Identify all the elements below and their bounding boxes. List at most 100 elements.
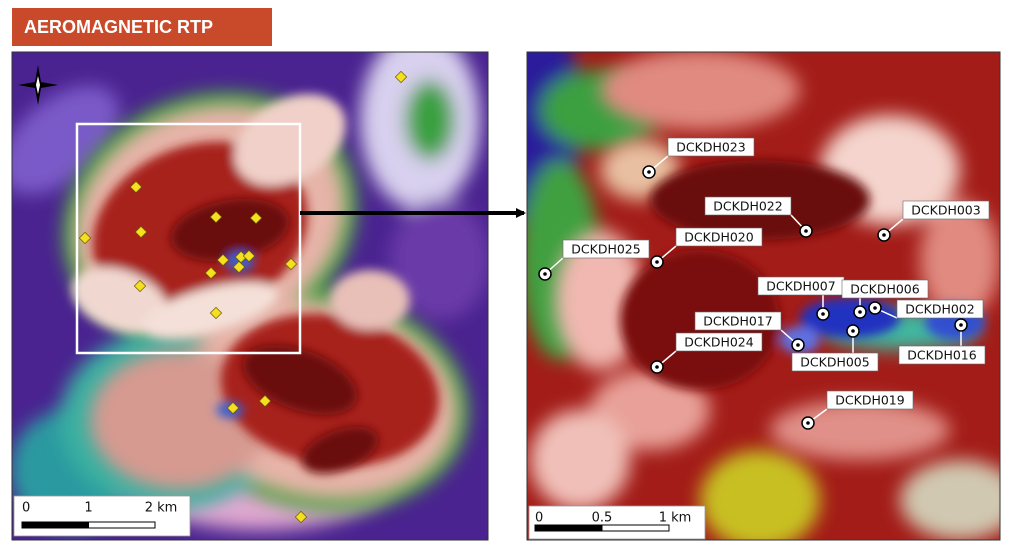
collar-dot <box>655 260 659 264</box>
drill-hole: DCKDH019 <box>801 390 914 430</box>
scale-label: 1 <box>84 501 92 516</box>
drill-hole-label: DCKDH017 <box>703 314 772 329</box>
collar-dot <box>806 421 810 425</box>
collar-dot <box>821 312 825 316</box>
imagery-blob <box>330 270 410 330</box>
title: AEROMAGNETIC RTP <box>24 17 213 37</box>
collar-dot <box>655 365 659 369</box>
drill-hole: DCKDH006 <box>841 279 929 319</box>
drill-hole: DCKDH016 <box>898 318 986 365</box>
sample-point <box>234 250 248 264</box>
imagery-blob <box>900 460 1000 540</box>
north-arrow <box>18 65 58 105</box>
imagery-blob <box>301 426 379 474</box>
sample-point <box>204 266 218 280</box>
sample-point <box>209 306 223 320</box>
drill-hole-label: DCKDH003 <box>911 203 980 218</box>
collar-dot <box>858 310 862 314</box>
zoom-box <box>75 122 302 355</box>
sample-point <box>394 70 408 84</box>
drill-hole: DCKDH007 <box>757 276 845 321</box>
drill-hole-label: DCKDH020 <box>684 230 753 245</box>
imagery-blob <box>234 94 346 186</box>
drill-hole: DCKDH005 <box>791 324 879 372</box>
drill-hole-label: DCKDH023 <box>676 140 745 155</box>
scale-segment <box>534 524 603 532</box>
left-map <box>12 52 488 540</box>
imagery-blob <box>12 85 120 195</box>
label-box <box>562 239 650 259</box>
collar-dot <box>543 272 547 276</box>
collar-dot <box>959 323 963 327</box>
scale-bar: 0 0.5 1 km <box>528 505 706 540</box>
label-box <box>675 332 763 352</box>
scale-label: 2 km <box>145 501 178 516</box>
scale-label: 1 km <box>659 511 692 526</box>
scale-label: 0.5 <box>592 511 613 526</box>
imagery-blob <box>700 450 820 540</box>
drill-hole-label: DCKDH002 <box>905 302 974 317</box>
label-box <box>898 345 986 365</box>
drill-hole: DCKDH017 <box>694 311 805 352</box>
collar-dot <box>796 343 800 347</box>
collar-dot <box>804 229 808 233</box>
collar-dot <box>851 329 855 333</box>
imagery-blob <box>530 410 630 510</box>
drill-hole-label: DCKDH016 <box>907 348 976 363</box>
map-frame <box>11 51 489 541</box>
sample-point <box>134 225 148 239</box>
title-banner <box>12 8 272 46</box>
sample-point <box>78 231 92 245</box>
drill-hole: DCKDH022 <box>704 196 813 238</box>
drill-hole: DCKDH025 <box>538 239 650 281</box>
scale-segment <box>21 521 89 529</box>
imagery-blob <box>600 52 800 130</box>
scale-segment <box>88 521 156 529</box>
drill-hole: DCKDH024 <box>650 332 763 374</box>
sample-point <box>129 180 143 194</box>
label-box <box>667 137 755 157</box>
map-frame <box>526 51 1001 541</box>
label-box <box>896 299 984 319</box>
sample-point <box>216 253 230 267</box>
drill-hole: DCKDH003 <box>877 200 990 242</box>
scale-label: 0 <box>535 511 543 526</box>
sample-point <box>133 279 147 293</box>
drill-hole: DCKDH002 <box>868 299 984 319</box>
imagery-blob <box>920 200 1000 320</box>
imagery-blob <box>242 345 358 415</box>
collar-dot <box>882 233 886 237</box>
label-box <box>675 227 763 247</box>
label-box <box>791 352 879 372</box>
imagery-blob <box>390 200 488 320</box>
sample-point <box>232 260 246 274</box>
label-box <box>694 311 782 331</box>
drill-hole-label: DCKDH006 <box>850 282 919 297</box>
imagery-blob <box>770 400 950 460</box>
drill-hole-label: DCKDH022 <box>713 199 782 214</box>
drill-hole-label: DCKDH007 <box>766 279 835 294</box>
drill-hole-label: DCKDH005 <box>800 355 869 370</box>
drill-hole-label: DCKDH024 <box>684 335 753 350</box>
scale-box <box>13 495 191 537</box>
label-box <box>902 200 990 220</box>
label-box <box>841 279 929 299</box>
imagery-blob <box>405 80 455 160</box>
label-box <box>704 196 792 216</box>
sample-point <box>209 210 223 224</box>
imagery-blob <box>71 267 169 333</box>
imagery-layer <box>530 52 1000 510</box>
drill-hole: DCKDH020 <box>650 227 763 269</box>
scale-box <box>528 505 706 540</box>
collar-dot <box>873 306 877 310</box>
sample-point <box>284 257 298 271</box>
sample-point <box>258 394 272 408</box>
label-box <box>826 390 914 410</box>
imagery-blob <box>142 282 278 338</box>
drill-hole: DCKDH023 <box>642 137 755 179</box>
sample-point <box>242 249 256 263</box>
drill-hole-label: DCKDH025 <box>571 242 640 257</box>
sample-point <box>249 211 263 225</box>
